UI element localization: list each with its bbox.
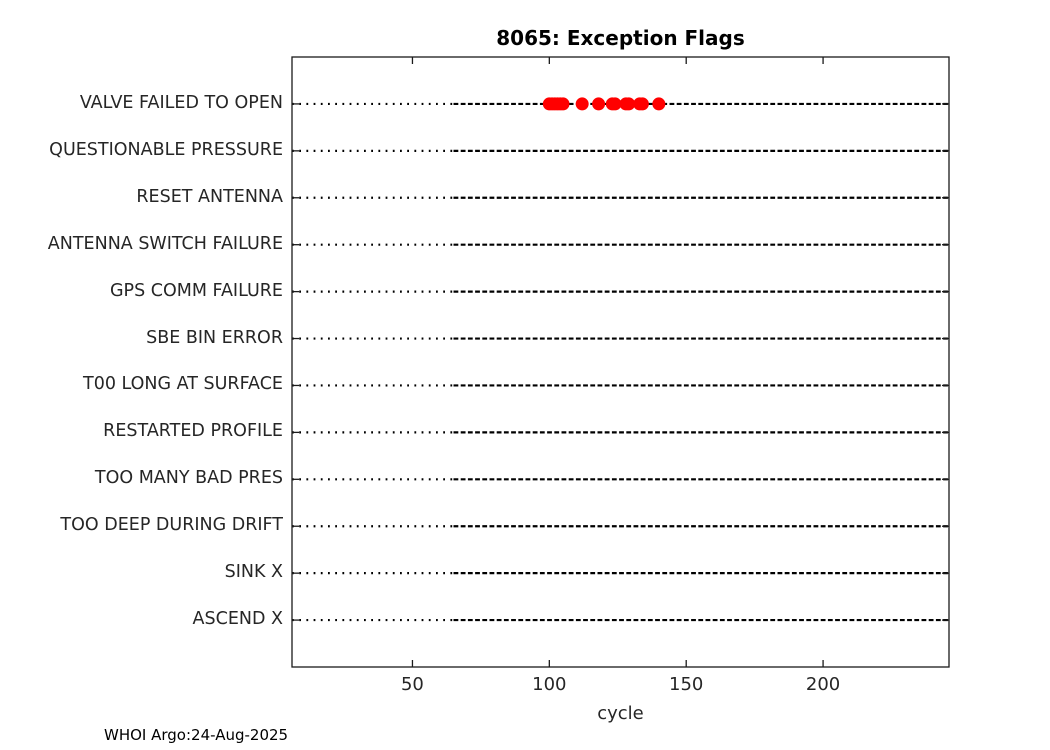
x-axis-tick-label: 200	[805, 674, 841, 695]
y-axis-label: RESET ANTENNA	[136, 186, 283, 207]
y-axis-label: TOO MANY BAD PRES	[94, 468, 283, 489]
data-point-marker	[652, 97, 666, 111]
x-axis-label: cycle	[597, 703, 644, 724]
chart-title: 8065: Exception Flags	[496, 26, 745, 50]
y-axis-label: SBE BIN ERROR	[146, 327, 283, 348]
x-axis-tick-label: 150	[669, 674, 704, 695]
watermark-date-label: WHOI Argo:24-Aug-2025	[104, 726, 289, 744]
y-axis-label: GPS COMM FAILURE	[109, 280, 283, 301]
y-axis-label: RESTARTED PROFILE	[103, 421, 283, 442]
y-axis-label: ASCEND X	[192, 609, 283, 630]
y-axis-label: T00 LONG AT SURFACE	[83, 374, 283, 395]
axes-box	[291, 56, 950, 668]
y-axis-label: SINK X	[224, 562, 283, 583]
y-axis-label: VALVE FAILED TO OPEN	[79, 92, 283, 113]
x-axis-tick-label: 100	[532, 674, 567, 695]
y-axis-label: ANTENNA SWITCH FAILURE	[47, 233, 283, 254]
data-point-marker	[622, 97, 636, 111]
x-axis-tick-label: 50	[400, 674, 424, 695]
y-axis-label: TOO DEEP DURING DRIFT	[60, 515, 283, 536]
data-point-marker	[608, 97, 622, 111]
y-axis-label: QUESTIONABLE PRESSURE	[49, 139, 283, 160]
data-point-marker	[635, 97, 649, 111]
data-point-marker	[575, 97, 589, 111]
data-point-marker	[556, 97, 570, 111]
data-point-marker	[592, 97, 606, 111]
